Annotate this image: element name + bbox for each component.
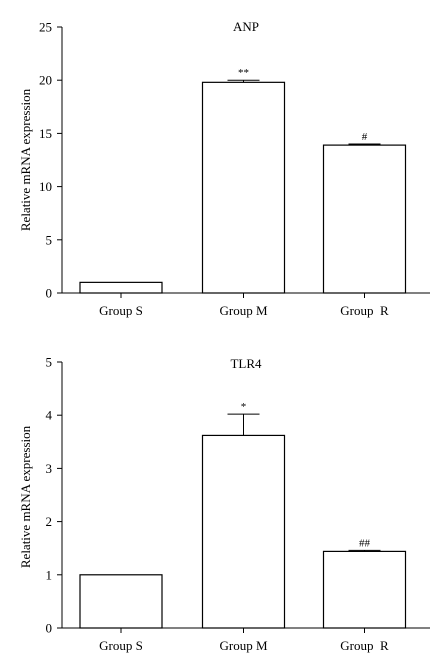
y-tick-label: 15 — [39, 126, 52, 141]
x-tick-label: Group R — [340, 303, 389, 318]
x-tick-label: Group M — [219, 303, 267, 318]
chart-title: ANP — [233, 19, 259, 34]
y-axis-label: Relative mRNA expression — [18, 425, 33, 568]
y-tick-label: 2 — [46, 514, 53, 529]
significance-label: * — [241, 401, 247, 413]
bar — [79, 574, 163, 629]
y-tick-label: 1 — [46, 567, 53, 582]
y-tick-label: 5 — [46, 355, 53, 370]
bar — [322, 144, 407, 294]
x-tick-label: Group R — [340, 638, 389, 653]
y-axis-label: Relative mRNA expression — [18, 88, 33, 231]
chart-tlr4: TLR4 Relative mRNA expression 0 1 2 3 4 5 Grou… — [18, 355, 430, 653]
y-tick-label: 0 — [46, 621, 53, 636]
bar — [201, 81, 286, 294]
y-tick-label: 0 — [46, 286, 53, 301]
chart-title: TLR4 — [230, 356, 262, 371]
x-tick-label: Group S — [99, 303, 143, 318]
y-tick-label: 25 — [39, 20, 52, 35]
significance-label: ** — [238, 67, 249, 79]
significance-label: # — [362, 131, 368, 143]
y-tick-label: 20 — [39, 73, 52, 88]
x-tick-label: Group S — [99, 638, 143, 653]
y-tick-label: 3 — [46, 461, 53, 476]
bar — [79, 281, 163, 294]
y-tick-label: 5 — [46, 232, 53, 247]
y-tick-label: 10 — [39, 179, 52, 194]
bar — [201, 434, 286, 629]
x-tick-label: Group M — [219, 638, 267, 653]
chart-anp: ANP Relative mRNA expression 0 5 10 15 20 25 G… — [18, 19, 430, 318]
significance-label: ## — [359, 537, 371, 549]
bar — [322, 550, 407, 629]
y-tick-label: 4 — [46, 408, 53, 423]
